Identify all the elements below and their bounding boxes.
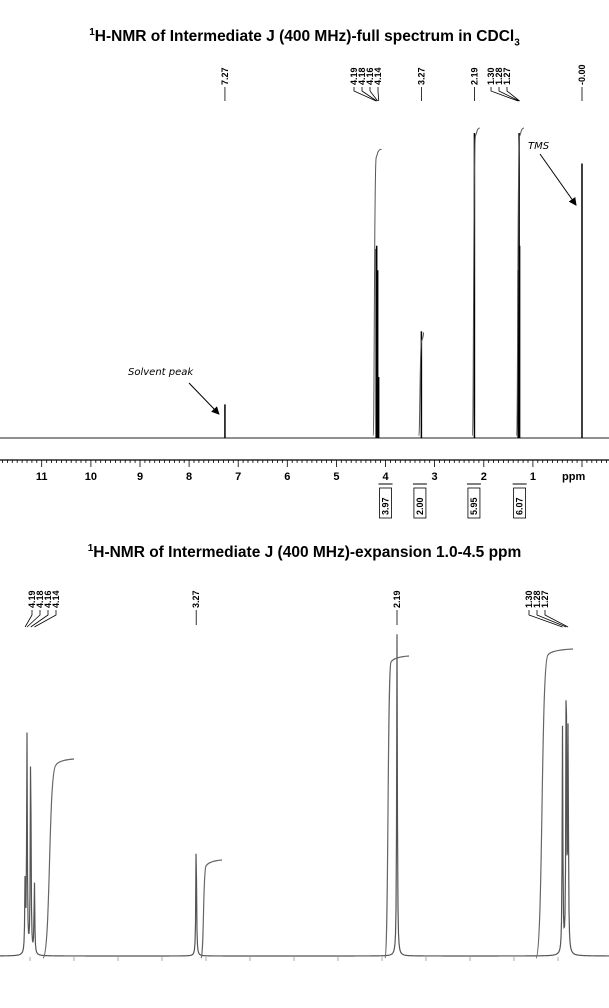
peak-label-leader: [528, 610, 563, 628]
peak-label: 1.28: [532, 590, 542, 608]
spectrum-trace: [0, 634, 609, 957]
x-tick-label: 3: [432, 471, 438, 483]
integral-curve-2: [384, 655, 410, 959]
peak-label-leader: [24, 610, 33, 628]
nmr-full-spectrum-chart: 7.27 4.194.184.164.14 3.27 2.19 1.301.281.27…: [0, 64, 609, 519]
integral-label: 6.07: [515, 497, 525, 515]
integral-curve-1: [200, 859, 223, 959]
integral-label: 5.95: [469, 497, 479, 515]
x-tick-label: 2: [481, 471, 487, 483]
peak-label-leader: [369, 87, 379, 102]
x-tick-label: 7: [235, 471, 241, 483]
annotations: Solvent peak TMS: [128, 141, 577, 415]
x-tick-label: 5: [333, 471, 339, 483]
x-tick-label: 9: [137, 471, 143, 483]
peak-label-leader: [536, 610, 567, 628]
nmr-expansion-chart: 4.194.184.164.14 3.27 2.19 1.301.281.27: [0, 590, 609, 961]
integral-curve-3: [516, 127, 525, 437]
peak-label-leader: [361, 87, 377, 102]
annotation-arrow: [539, 153, 577, 206]
integral-labels: 3.97 2.00 5.95 6.07: [378, 483, 527, 519]
integral-curves: [372, 127, 525, 437]
integral-box: [513, 487, 527, 519]
annotation-solvent-peak: Solvent peak: [128, 367, 194, 378]
peak-label-leader: [26, 610, 41, 628]
integral-curve-3: [535, 648, 574, 959]
x-tick-label: 6: [284, 471, 290, 483]
x-tick-label: 11: [36, 471, 48, 483]
peak-label-leader: [377, 87, 380, 102]
chart-title-full-spectrum: 1H-NMR of Intermediate J (400 MHz)-full …: [89, 27, 520, 49]
peak-label: 2.19: [392, 590, 402, 608]
integral-curves: [42, 648, 574, 959]
peak-label: 3.27: [191, 590, 201, 608]
peak-label: 3.27: [416, 67, 426, 85]
x-axis: 11 10 9 8 7 6 5 4 3 2 1 ppm: [0, 459, 609, 483]
peak-label: 4.14: [51, 590, 61, 608]
peak-label: 4.14: [373, 67, 383, 85]
peak-label: 4.18: [35, 590, 45, 608]
peak-label: 1.27: [502, 67, 512, 85]
x-tick-label: 1: [530, 471, 536, 483]
x-tick-label: 10: [85, 471, 97, 483]
peak-label: 4.16: [365, 67, 375, 85]
integral-curve-0: [372, 148, 382, 437]
x-tick-label: 4: [382, 471, 389, 483]
x-axis-label: ppm: [562, 471, 585, 483]
annotation-arrow: [188, 382, 220, 415]
peak-label-leader: [498, 87, 520, 102]
chart-title-expansion: 1H-NMR of Intermediate J (400 MHz)-expan…: [87, 543, 522, 562]
integral-box: [379, 487, 392, 519]
integral-box: [467, 487, 481, 519]
spectrum-line: [0, 634, 609, 957]
peak-label: 4.16: [43, 590, 53, 608]
peak-label: 1.27: [540, 590, 550, 608]
peak-label-leader: [506, 87, 520, 102]
x-tick-label: 8: [186, 471, 192, 483]
peak-label-leader: [490, 87, 519, 102]
peak-label-group: 4.194.184.164.14 3.27 2.19 1.301.281.27: [24, 590, 569, 628]
peak-label-leader: [30, 610, 49, 628]
peak-label-leader: [34, 610, 57, 628]
peak-label: 2.19: [469, 67, 479, 85]
peak-label: 1.30: [524, 590, 534, 608]
peak-label-group: 7.27 4.194.184.164.14 3.27 2.19 1.301.281.27…: [220, 64, 587, 102]
peak-label: 7.27: [220, 67, 230, 85]
integral-curve-2: [472, 127, 480, 437]
peak-label: 4.19: [27, 590, 37, 608]
integral-curve-1: [418, 331, 425, 437]
integral-curve-0: [42, 758, 75, 959]
peak-label: 1.28: [494, 67, 504, 85]
peak-label: 4.18: [357, 67, 367, 85]
baseline-ticks: [29, 957, 559, 961]
peak-label-leader: [353, 87, 377, 102]
peak-label: 4.19: [349, 67, 359, 85]
peak-label-leader: [544, 610, 569, 628]
integral-label: 2.00: [415, 497, 425, 515]
integral-label: 3.97: [381, 497, 391, 515]
integral-box: [413, 487, 427, 519]
peak-label: -0.00: [577, 64, 587, 85]
peak-label: 1.30: [486, 67, 496, 85]
annotation-tms: TMS: [528, 141, 550, 152]
